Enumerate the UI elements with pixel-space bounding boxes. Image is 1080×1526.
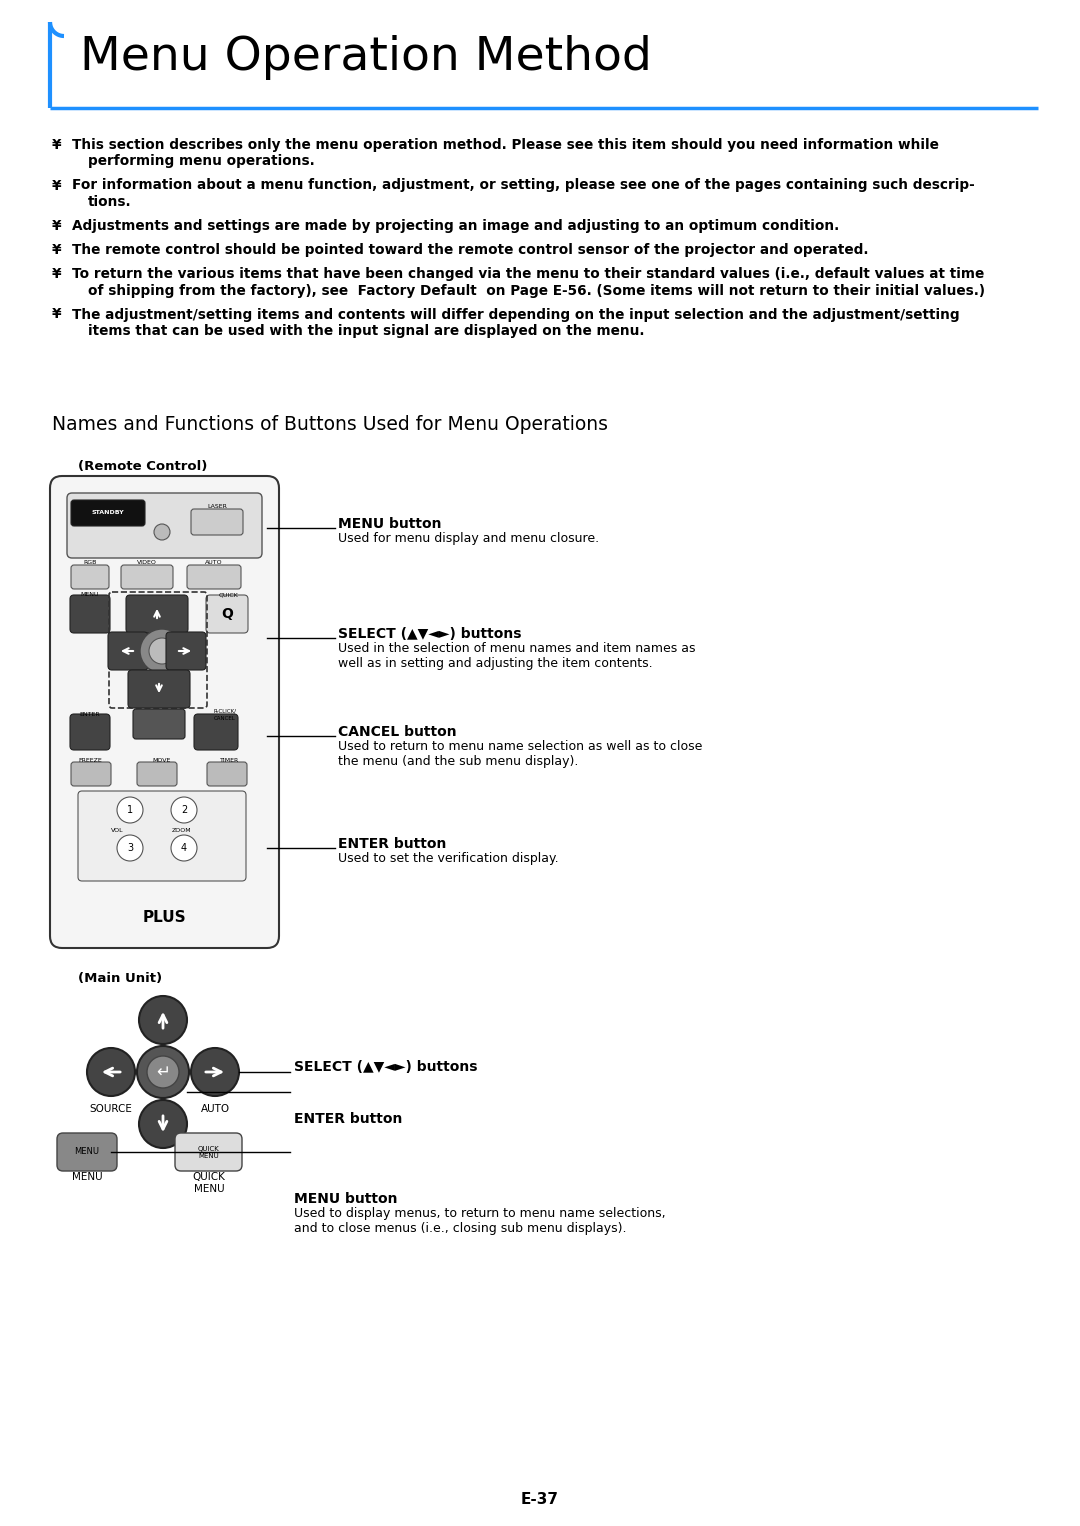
FancyBboxPatch shape: [137, 761, 177, 786]
Text: RGB: RGB: [83, 560, 97, 566]
Text: This section describes only the menu operation method. Please see this item shou: This section describes only the menu ope…: [72, 137, 939, 153]
Text: Used to display menus, to return to menu name selections,
and to close menus (i.: Used to display menus, to return to menu…: [294, 1207, 665, 1235]
Text: ¥: ¥: [52, 308, 62, 322]
Circle shape: [140, 629, 184, 673]
Text: VIDEO: VIDEO: [137, 560, 157, 566]
Text: TIMER: TIMER: [220, 757, 240, 763]
Text: STANDBY: STANDBY: [92, 511, 124, 516]
Text: CANCEL: CANCEL: [214, 717, 235, 722]
Text: (Main Unit): (Main Unit): [78, 972, 162, 984]
Text: performing menu operations.: performing menu operations.: [87, 154, 314, 168]
Text: MENU: MENU: [81, 592, 99, 598]
Text: FREEZE: FREEZE: [78, 757, 102, 763]
Text: ↵: ↵: [157, 1064, 170, 1080]
Circle shape: [171, 797, 197, 823]
Circle shape: [117, 835, 143, 861]
Text: (Remote Control): (Remote Control): [78, 459, 207, 473]
Circle shape: [191, 1048, 239, 1096]
Text: MENU button: MENU button: [294, 1192, 397, 1206]
Text: Used to set the verification display.: Used to set the verification display.: [338, 852, 558, 865]
Text: AUTO: AUTO: [205, 560, 222, 566]
Text: MENU: MENU: [71, 1172, 103, 1183]
FancyBboxPatch shape: [70, 595, 110, 633]
Circle shape: [87, 1048, 135, 1096]
Text: AUTO: AUTO: [201, 1103, 230, 1114]
FancyBboxPatch shape: [50, 476, 279, 948]
Text: 2: 2: [180, 806, 187, 815]
FancyBboxPatch shape: [78, 790, 246, 881]
Text: items that can be used with the input signal are displayed on the menu.: items that can be used with the input si…: [87, 324, 645, 337]
Text: Used in the selection of menu names and item names as
well as in setting and adj: Used in the selection of menu names and …: [338, 642, 696, 670]
Circle shape: [139, 1100, 187, 1148]
FancyBboxPatch shape: [166, 632, 206, 670]
Text: R-CLICK/: R-CLICK/: [214, 708, 237, 714]
Text: The remote control should be pointed toward the remote control sensor of the pro: The remote control should be pointed tow…: [72, 243, 868, 256]
Circle shape: [149, 638, 175, 664]
FancyBboxPatch shape: [191, 510, 243, 536]
Circle shape: [154, 523, 170, 540]
Text: CANCEL button: CANCEL button: [338, 725, 457, 739]
Text: Menu Operation Method: Menu Operation Method: [80, 35, 652, 81]
Text: ¥: ¥: [52, 137, 62, 153]
Text: Used for menu display and menu closure.: Used for menu display and menu closure.: [338, 533, 599, 545]
FancyBboxPatch shape: [175, 1132, 242, 1170]
FancyBboxPatch shape: [133, 710, 185, 739]
Text: tions.: tions.: [87, 195, 132, 209]
Text: ¥: ¥: [52, 243, 62, 256]
FancyBboxPatch shape: [67, 493, 262, 559]
Text: SOURCE: SOURCE: [90, 1103, 133, 1114]
Text: QUICK
MENU: QUICK MENU: [192, 1172, 226, 1193]
Text: Names and Functions of Buttons Used for Menu Operations: Names and Functions of Buttons Used for …: [52, 415, 608, 433]
Text: The adjustment/setting items and contents will differ depending on the input sel: The adjustment/setting items and content…: [72, 308, 960, 322]
Text: 1: 1: [127, 806, 133, 815]
Text: Q: Q: [221, 607, 233, 621]
Text: QUICK
MENU: QUICK MENU: [198, 1146, 220, 1158]
FancyBboxPatch shape: [187, 565, 241, 589]
Text: of shipping from the factory), see  Factory Default  on Page E-56. (Some items w: of shipping from the factory), see Facto…: [87, 284, 985, 298]
FancyBboxPatch shape: [194, 714, 238, 749]
Circle shape: [117, 797, 143, 823]
Text: E-37: E-37: [521, 1492, 559, 1508]
Text: MENU: MENU: [75, 1148, 99, 1157]
Text: ENTER button: ENTER button: [338, 836, 446, 852]
Text: MOVE: MOVE: [152, 757, 172, 763]
FancyBboxPatch shape: [71, 565, 109, 589]
FancyBboxPatch shape: [57, 1132, 117, 1170]
Text: 4: 4: [181, 842, 187, 853]
Text: ENTER button: ENTER button: [294, 1112, 403, 1126]
Text: QUICK: QUICK: [219, 592, 239, 598]
Text: LASER: LASER: [207, 504, 227, 508]
Circle shape: [139, 996, 187, 1044]
FancyBboxPatch shape: [71, 761, 111, 786]
FancyBboxPatch shape: [207, 761, 247, 786]
Text: ¥: ¥: [52, 267, 62, 281]
Text: ¥: ¥: [52, 179, 62, 192]
Text: PLUS: PLUS: [143, 911, 186, 925]
FancyBboxPatch shape: [70, 714, 110, 749]
Text: To return the various items that have been changed via the menu to their standar: To return the various items that have be…: [72, 267, 984, 281]
Circle shape: [171, 835, 197, 861]
Text: Adjustments and settings are made by projecting an image and adjusting to an opt: Adjustments and settings are made by pro…: [72, 220, 839, 233]
FancyBboxPatch shape: [121, 565, 173, 589]
Text: SELECT (▲▼◄►) buttons: SELECT (▲▼◄►) buttons: [338, 627, 522, 641]
Text: 3: 3: [127, 842, 133, 853]
FancyBboxPatch shape: [126, 595, 188, 633]
FancyBboxPatch shape: [108, 632, 148, 670]
Text: ¥: ¥: [52, 220, 62, 233]
Text: VOL: VOL: [110, 827, 123, 833]
Circle shape: [137, 1045, 189, 1099]
Text: MENU button: MENU button: [338, 517, 442, 531]
Circle shape: [147, 1056, 179, 1088]
FancyBboxPatch shape: [129, 670, 190, 708]
Text: For information about a menu function, adjustment, or setting, please see one of: For information about a menu function, a…: [72, 179, 975, 192]
FancyBboxPatch shape: [206, 595, 248, 633]
FancyBboxPatch shape: [71, 501, 145, 526]
Text: Used to return to menu name selection as well as to close
the menu (and the sub : Used to return to menu name selection as…: [338, 740, 702, 768]
Text: ENTER: ENTER: [80, 711, 100, 717]
Text: SELECT (▲▼◄►) buttons: SELECT (▲▼◄►) buttons: [294, 1061, 477, 1074]
Text: ZOOM: ZOOM: [172, 827, 192, 833]
